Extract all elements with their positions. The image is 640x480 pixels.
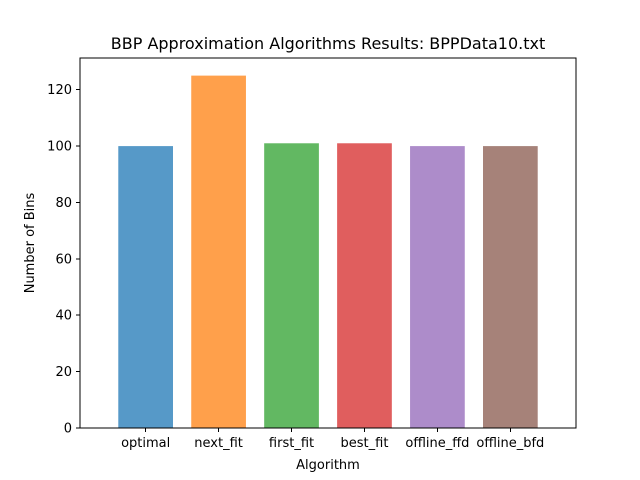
bar-offline_bfd bbox=[483, 146, 538, 428]
y-tick-label: 0 bbox=[64, 422, 72, 437]
y-tick-label: 120 bbox=[47, 83, 72, 98]
y-tick-label: 40 bbox=[55, 309, 72, 324]
x-tick-label: best_fit bbox=[341, 436, 389, 451]
y-axis-ticks: 0 20 40 60 80 100 120 bbox=[47, 83, 80, 437]
bar-best_fit bbox=[337, 143, 392, 428]
bar-optimal bbox=[118, 146, 173, 428]
bar-next_fit bbox=[191, 75, 246, 429]
x-axis-label: Algorithm bbox=[296, 458, 360, 473]
plot-area-frame bbox=[79, 57, 577, 429]
chart-title: BBP Approximation Algorithms Results: BP… bbox=[111, 34, 545, 53]
y-tick-label: 100 bbox=[47, 140, 72, 155]
bars-group bbox=[118, 75, 538, 429]
bar-first_fit bbox=[264, 143, 319, 428]
x-tick-label: offline_bfd bbox=[476, 436, 544, 451]
bar-offline_ffd bbox=[410, 146, 465, 428]
y-tick-label: 60 bbox=[55, 252, 72, 267]
x-axis-ticks: optimal next_fit first_fit best_fit offline_… bbox=[121, 428, 544, 451]
x-tick-label: next_fit bbox=[194, 436, 243, 451]
y-axis-label: Number of Bins bbox=[23, 192, 38, 293]
y-tick-label: 80 bbox=[55, 196, 72, 211]
x-tick-label: offline_ffd bbox=[405, 436, 469, 451]
x-tick-label: optimal bbox=[121, 436, 170, 451]
x-tick-label: first_fit bbox=[269, 436, 314, 451]
y-tick-label: 20 bbox=[55, 365, 72, 380]
